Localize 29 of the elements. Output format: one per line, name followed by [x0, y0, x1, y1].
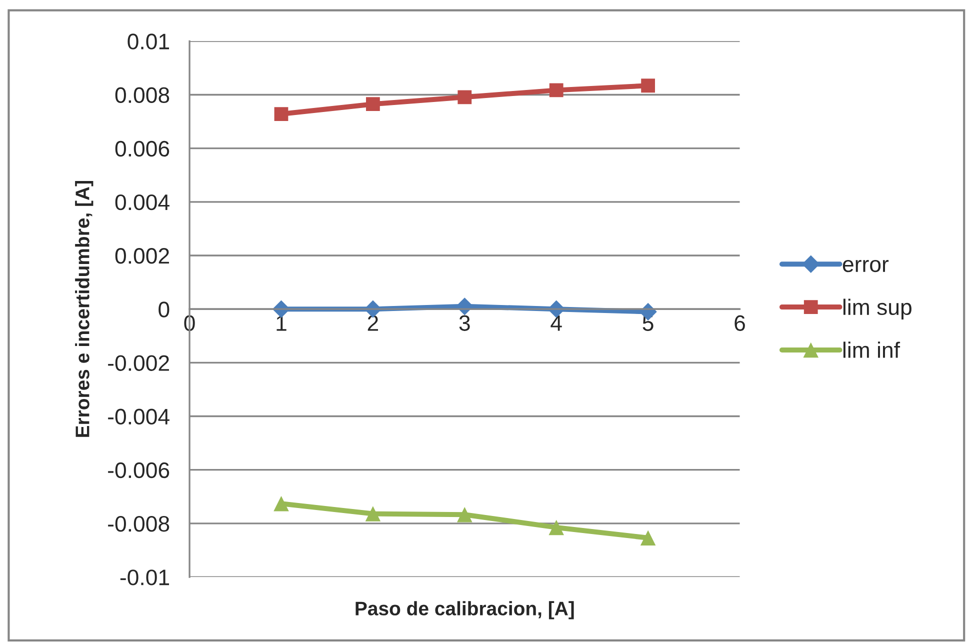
y-tick-label: -0.008	[108, 516, 170, 532]
legend-label: lim sup	[843, 298, 912, 320]
x-tick-label: 6	[734, 315, 745, 331]
x-axis-title: Paso de calibracion, [A]	[356, 601, 574, 620]
y-tick-label: -0.01	[120, 570, 170, 586]
legend-label: lim inf	[843, 342, 900, 358]
point	[274, 496, 289, 512]
point	[548, 520, 564, 536]
point	[458, 90, 472, 104]
y-tick-label: 0.004	[115, 194, 170, 210]
y-tick-label: 0.006	[115, 140, 170, 157]
y-tick-label: 0	[158, 302, 170, 318]
y-tick-label: 0.008	[115, 87, 170, 104]
y-axis-title: Errores e incertidumbre, [A]	[75, 181, 94, 437]
point	[549, 83, 564, 98]
y-tick-label: 0.01	[128, 34, 170, 50]
y-tick-label: 0.002	[115, 248, 169, 264]
y-tick-label: -0.002	[108, 355, 169, 371]
point	[274, 107, 288, 121]
point	[641, 78, 655, 93]
point	[457, 506, 472, 522]
y-tick-label: -0.006	[108, 462, 170, 478]
y-tick-label: -0.004	[108, 408, 170, 425]
point	[366, 97, 380, 112]
legend-label: error	[842, 260, 889, 272]
point	[365, 506, 381, 522]
point	[640, 530, 656, 546]
x-tick-label: 4	[550, 315, 562, 331]
x-tick-label: 3	[459, 315, 470, 331]
